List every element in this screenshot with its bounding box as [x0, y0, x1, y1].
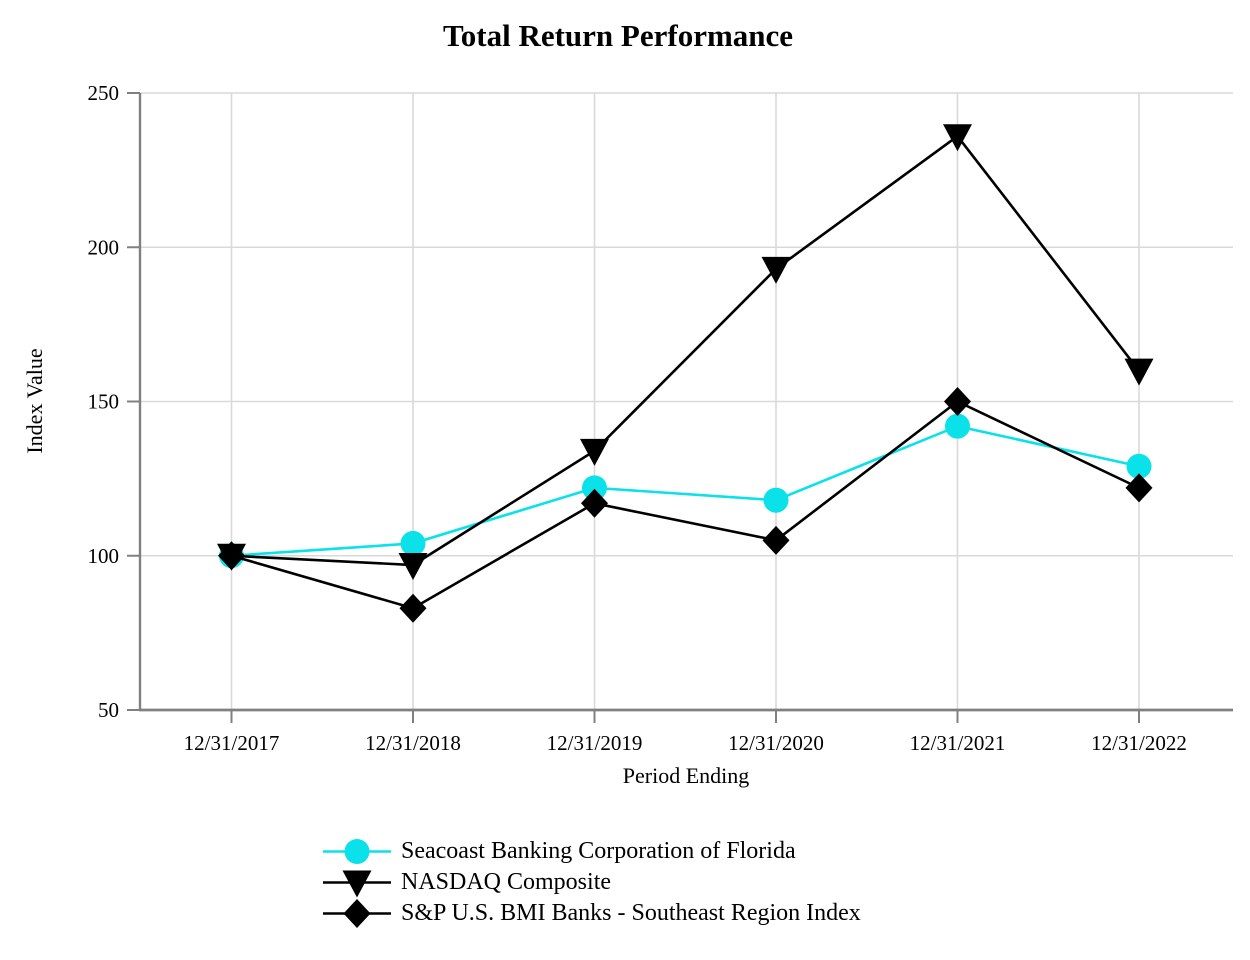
x-tick-label: 12/31/2020 — [728, 731, 824, 755]
legend-label: Seacoast Banking Corporation of Florida — [401, 838, 796, 864]
axes — [127, 92, 1233, 723]
legend-item: Seacoast Banking Corporation of Florida — [322, 836, 861, 867]
data-point-circle — [763, 487, 789, 513]
data-point-diamond — [343, 899, 371, 928]
legend-marker-diamond-icon — [323, 899, 391, 928]
x-tick-label: 12/31/2018 — [365, 731, 461, 755]
data-point-triangle — [1124, 358, 1154, 386]
data-point-triangle — [761, 256, 791, 284]
legend-item: S&P U.S. BMI Banks - Southeast Region In… — [322, 898, 861, 929]
data-point-triangle — [398, 553, 428, 581]
data-point-circle — [582, 475, 607, 501]
data-point-circle — [1126, 453, 1152, 479]
data-point-diamond — [762, 525, 790, 555]
series-line — [231, 424, 1140, 558]
legend-marker-circle-icon — [323, 839, 391, 864]
data-point-circle — [344, 839, 370, 864]
y-tick-label: 100 — [88, 544, 120, 568]
chart-title: Total Return Performance — [443, 18, 793, 53]
data-point-diamond — [218, 541, 245, 571]
data-point-diamond — [1125, 473, 1153, 503]
y-axis-title: Index Value — [22, 348, 47, 453]
x-axis-title: Period Ending — [623, 763, 750, 788]
legend-label: NASDAQ Composite — [401, 869, 612, 895]
y-tick-label: 200 — [88, 235, 120, 259]
gridlines — [140, 92, 1233, 710]
y-tick-label: 50 — [98, 698, 119, 722]
chart-legend: Seacoast Banking Corporation of Florida N… — [322, 836, 861, 929]
y-tick-label: 250 — [88, 81, 120, 105]
data-point-diamond — [581, 488, 608, 518]
legend-item: NASDAQ Composite — [322, 867, 861, 898]
x-tick-label: 12/31/2017 — [184, 731, 280, 755]
x-tick-label: 12/31/2022 — [1091, 731, 1187, 755]
data-series — [217, 124, 1154, 623]
data-point-circle — [945, 413, 970, 439]
x-tick-label: 12/31/2021 — [910, 731, 1006, 755]
tick-labels: 50 100 150 200 250 12/31/2017 12/31/2018 12/31/… — [88, 81, 1187, 755]
data-point-diamond — [399, 593, 427, 623]
series-line — [231, 134, 1141, 567]
data-point-circle — [400, 530, 426, 556]
legend-label: S&P U.S. BMI Banks - Southeast Region In… — [401, 900, 861, 926]
y-tick-label: 150 — [88, 390, 120, 414]
data-point-diamond — [944, 387, 971, 416]
data-point-triangle — [342, 870, 372, 898]
x-tick-label: 12/31/2019 — [547, 731, 643, 755]
data-point-triangle — [943, 124, 972, 152]
legend-marker-triangle-down-icon — [323, 870, 391, 898]
series-line — [231, 399, 1140, 610]
data-point-triangle — [580, 438, 609, 466]
